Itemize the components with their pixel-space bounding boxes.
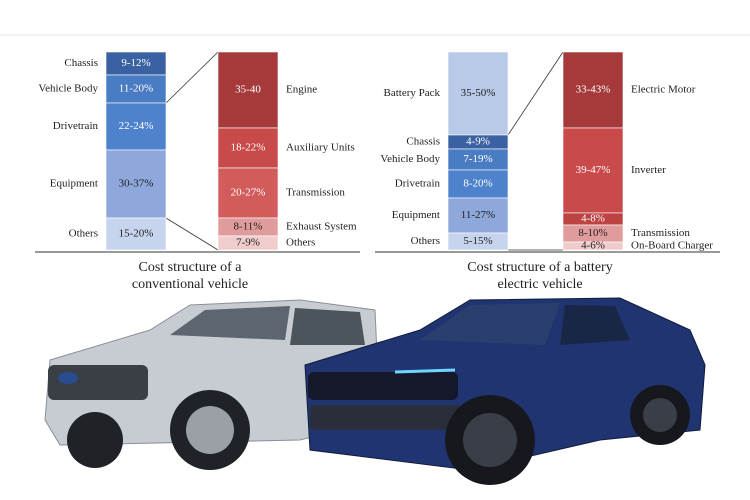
segment-name: Drivetrain xyxy=(53,120,99,132)
segment-name: On-Board Charger xyxy=(631,240,713,252)
segment-value: 22-24% xyxy=(119,120,154,132)
blue-truck xyxy=(304,297,706,485)
segment-value: 11-27% xyxy=(461,209,495,221)
segment-value: 8-11% xyxy=(234,221,263,233)
segment-value: 7-9% xyxy=(236,237,260,249)
connector xyxy=(165,217,219,251)
segment-value: 8-10% xyxy=(578,227,607,239)
segment-value: 4-6% xyxy=(581,240,605,252)
detail-segment xyxy=(562,241,624,251)
caption: Cost structure of a xyxy=(138,260,242,275)
segment-value: 30-37% xyxy=(119,178,154,190)
caption: Cost structure of a battery xyxy=(467,260,612,275)
segment-value: 39-47% xyxy=(576,164,611,176)
detail-segment xyxy=(217,51,279,129)
segment-value: 33-43% xyxy=(576,84,611,96)
segment-value: 11-20% xyxy=(119,83,153,95)
segment-value: 7-19% xyxy=(463,153,492,165)
segment-name: Chassis xyxy=(406,136,440,148)
segment-value: 18-22% xyxy=(231,142,266,154)
segment-value: 9-12% xyxy=(121,57,150,69)
main-segment xyxy=(447,197,509,234)
segment-value: 15-20% xyxy=(119,228,154,240)
segment-name: Chassis xyxy=(64,57,98,69)
segment-name: Others xyxy=(411,235,440,247)
main-segment xyxy=(105,217,167,251)
connector xyxy=(507,51,564,136)
segment-value: 35-50% xyxy=(461,87,496,99)
main-segment xyxy=(447,232,509,251)
segment-name: Vehicle Body xyxy=(38,83,98,95)
segment-value: 4-8% xyxy=(581,213,605,225)
segment-name: Exhaust System xyxy=(286,221,357,233)
segment-name: Auxiliary Units xyxy=(286,142,355,154)
segment-name: Battery Pack xyxy=(383,87,440,99)
connector xyxy=(165,51,219,104)
detail-segment xyxy=(217,235,279,251)
main-segment xyxy=(447,51,509,136)
segment-name: Transmission xyxy=(286,187,345,199)
detail-segment xyxy=(217,127,279,169)
segment-value: 8-20% xyxy=(463,178,492,190)
segment-name: Drivetrain xyxy=(395,178,441,190)
main-segment xyxy=(105,74,167,104)
detail-segment xyxy=(562,127,624,214)
segment-name: Others xyxy=(69,228,98,240)
segment-name: Equipment xyxy=(50,178,98,190)
segment-value: 4-9% xyxy=(466,136,490,148)
segment-name: Vehicle Body xyxy=(380,153,440,165)
main-segment xyxy=(105,149,167,219)
segment-name: Transmission xyxy=(631,227,690,239)
detail-segment xyxy=(562,51,624,129)
segment-value: 5-15% xyxy=(463,235,492,247)
segment-name: Electric Motor xyxy=(631,84,696,96)
segment-value: 35-40 xyxy=(235,84,261,96)
caption: conventional vehicle xyxy=(132,277,248,292)
main-segment xyxy=(447,169,509,199)
segment-name: Inverter xyxy=(631,164,666,176)
segment-name: Equipment xyxy=(392,209,440,221)
segment-value: 20-27% xyxy=(231,187,266,199)
segment-name: Engine xyxy=(286,84,317,96)
detail-segment xyxy=(217,167,279,219)
segment-name: Others xyxy=(286,237,315,249)
caption: electric vehicle xyxy=(497,277,582,292)
